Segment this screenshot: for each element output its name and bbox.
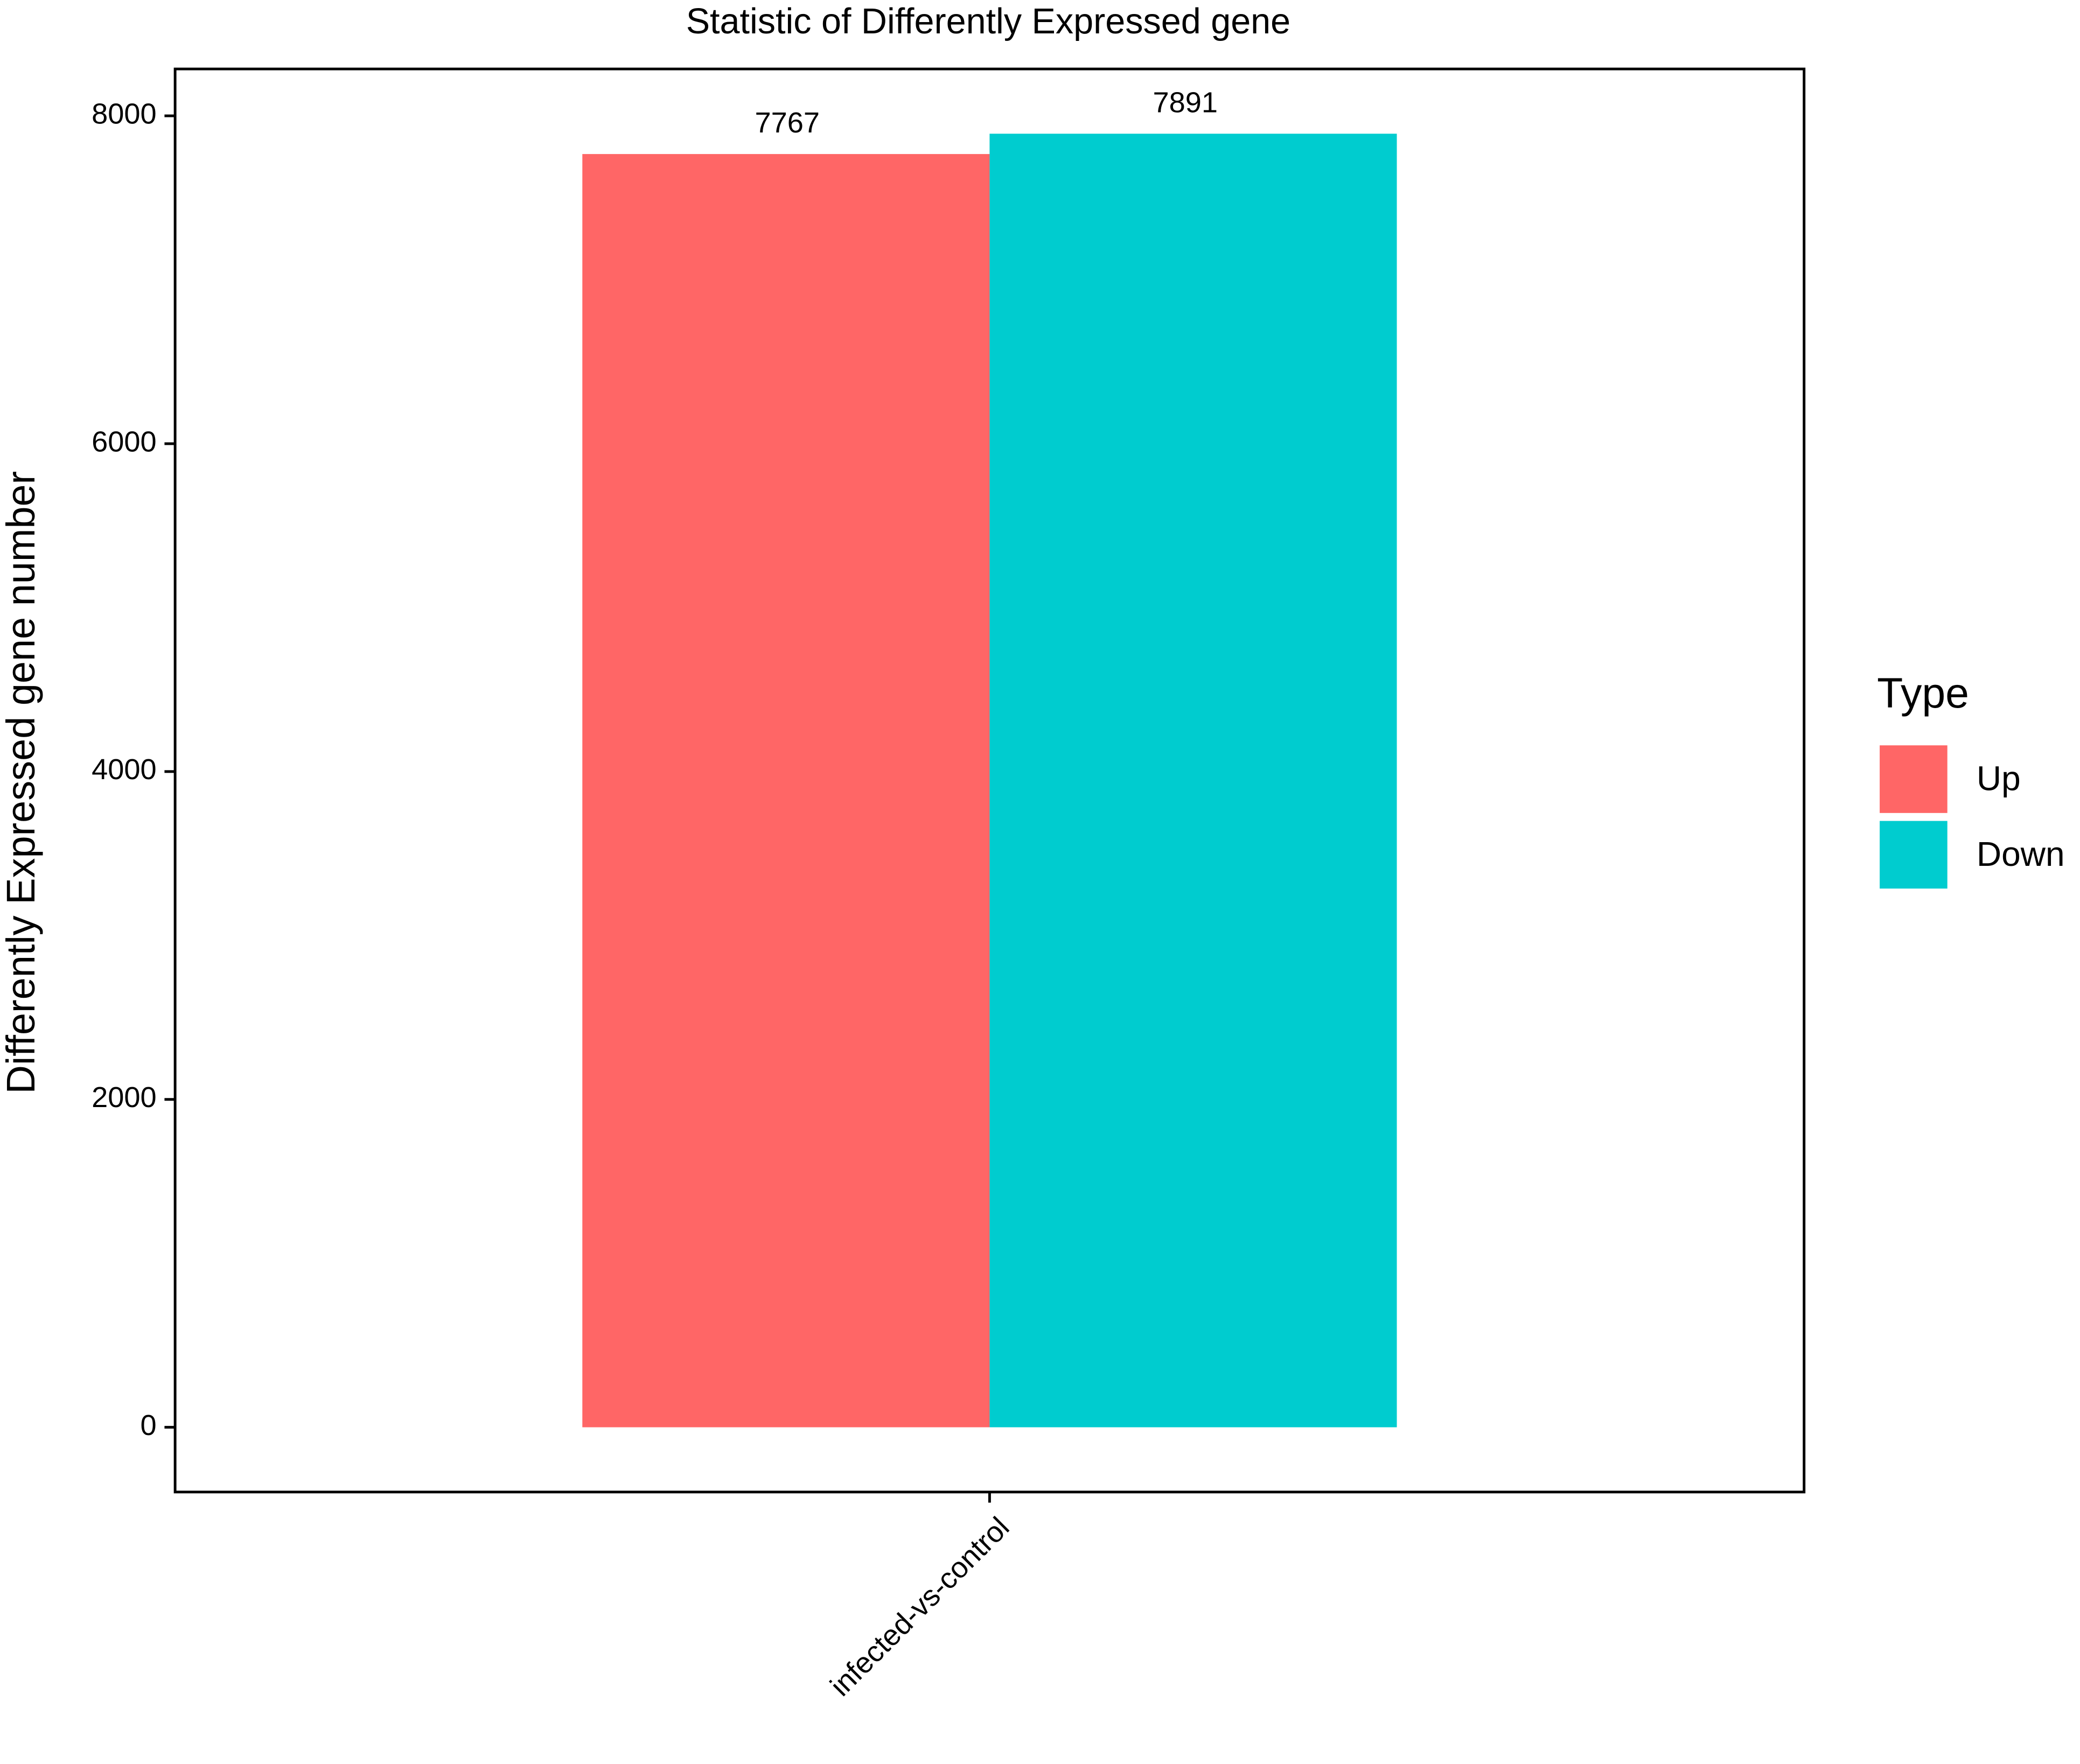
legend-label: Up — [1977, 759, 2021, 798]
legend-key — [1880, 745, 1948, 813]
plot-area: Statistic of Differently Expressed gene … — [0, 2, 2065, 1703]
y-tick-label: 4000 — [92, 753, 157, 786]
y-tick-label: 6000 — [92, 425, 157, 458]
data-label: 7767 — [755, 107, 820, 139]
y-tick-label: 8000 — [92, 97, 157, 130]
data-label: 7891 — [1153, 86, 1218, 118]
y-tick-label: 0 — [140, 1409, 156, 1441]
y-tick-label: 2000 — [92, 1081, 157, 1114]
legend-key — [1880, 821, 1948, 889]
bar — [989, 134, 1397, 1427]
legend-label: Down — [1977, 835, 2065, 873]
y-axis-label: Differently Expressed gene number — [0, 471, 43, 1094]
chart-title: Statistic of Differently Expressed gene — [686, 2, 1290, 41]
bar — [582, 154, 990, 1427]
x-tick-label: infected-vs-control — [824, 1511, 1015, 1702]
legend-title: Type — [1877, 669, 1969, 717]
